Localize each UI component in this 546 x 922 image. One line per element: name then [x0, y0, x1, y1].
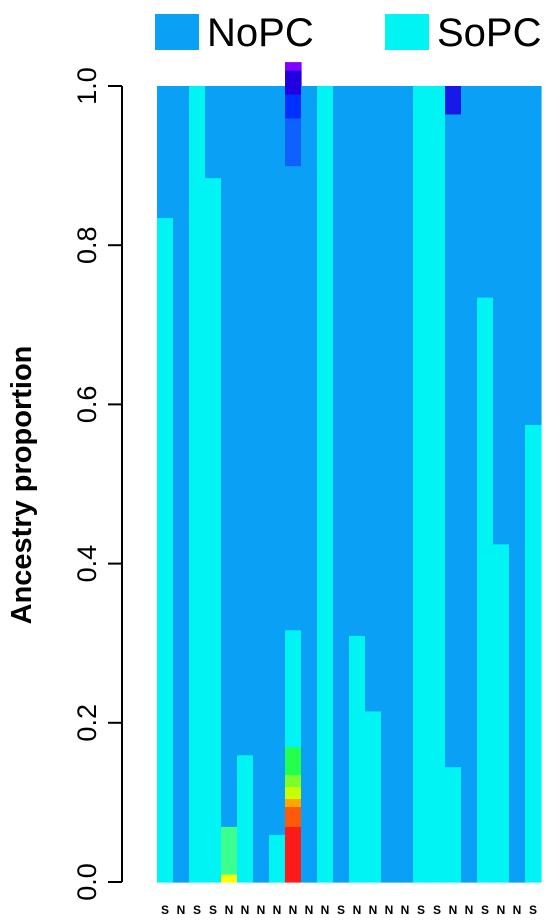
y-tick-label-0.6: 0.6 [72, 386, 102, 424]
x-label-7: N [257, 903, 266, 917]
x-label-24: S [529, 903, 537, 917]
bar-5-segment-3 [221, 86, 238, 827]
x-label-20: N [465, 903, 474, 917]
legend-swatch-nopc [155, 14, 199, 50]
x-label-12: S [337, 903, 345, 917]
legend-label-nopc: NoPC [207, 11, 314, 55]
x-label-11: N [321, 903, 330, 917]
x-label-4: S [209, 903, 217, 917]
bar-2-segment-1 [173, 86, 190, 883]
bar-9-segment-6 [285, 746, 302, 776]
bar-21-segment-2 [477, 86, 494, 298]
bar-19-segment-1 [445, 766, 462, 883]
x-label-15: N [385, 903, 394, 917]
bar-23-segment-1 [509, 86, 526, 883]
bar-8-segment-2 [269, 86, 286, 835]
legend-swatch-sopc [385, 14, 429, 50]
x-label-1: S [161, 903, 169, 917]
bar-16-segment-1 [397, 86, 414, 883]
bar-10-segment-1 [301, 86, 318, 883]
bar-22-segment-2 [493, 86, 510, 545]
bar-9-segment-10 [285, 93, 302, 119]
x-label-8: N [273, 903, 282, 917]
bar-6-segment-2 [237, 86, 254, 756]
y-axis: 0.0 0.2 0.4 0.6 0.8 1.0 [72, 67, 123, 901]
bar-1-segment-1 [157, 217, 174, 883]
bar-9-segment-1 [285, 826, 302, 883]
bar-24-segment-1 [525, 424, 542, 883]
bar-12-segment-1 [333, 86, 350, 883]
bar-13-segment-1 [349, 635, 366, 883]
x-label-23: N [513, 903, 522, 917]
bar-5-segment-2 [221, 826, 238, 875]
y-tick-label-0.8: 0.8 [72, 226, 102, 264]
bar-9-segment-3 [285, 798, 302, 807]
x-label-5: N [225, 903, 234, 917]
x-label-9: N [289, 903, 298, 917]
bar-9-segment-11 [285, 70, 302, 95]
bar-15-segment-1 [381, 86, 398, 883]
bar-6-segment-1 [237, 754, 254, 883]
bar-14-segment-1 [365, 710, 382, 883]
bar-9-segment-8 [285, 165, 302, 631]
bar-1-segment-2 [157, 86, 174, 218]
x-label-2: N [177, 903, 186, 917]
x-label-6: N [241, 903, 250, 917]
x-label-18: S [433, 903, 441, 917]
legend-label-sopc: SoPC [437, 11, 542, 55]
bar-9-segment-12 [285, 62, 302, 71]
x-label-21: S [481, 903, 489, 917]
bar-19-segment-2 [445, 113, 462, 768]
bar-3-segment-1 [189, 86, 206, 883]
bar-13-segment-2 [349, 86, 366, 636]
bar-9-segment-5 [285, 774, 302, 788]
bar-5-segment-1 [221, 874, 238, 883]
x-label-16: N [401, 903, 410, 917]
bar-19-segment-3 [445, 86, 462, 115]
bar-17-segment-1 [413, 86, 430, 883]
bar-9-segment-2 [285, 806, 302, 827]
x-label-13: N [353, 903, 362, 917]
x-label-19: N [449, 903, 458, 917]
x-label-22: N [497, 903, 506, 917]
bar-8-segment-1 [269, 834, 286, 883]
bar-14-segment-2 [365, 86, 382, 712]
y-tick-label-0.2: 0.2 [72, 704, 102, 742]
bar-7-segment-1 [253, 86, 270, 883]
y-tick-label-1.0: 1.0 [72, 67, 102, 105]
bar-9-segment-4 [285, 786, 302, 800]
x-label-10: N [305, 903, 314, 917]
x-label-14: N [369, 903, 378, 917]
x-label-17: S [417, 903, 425, 917]
bars-group [157, 62, 542, 883]
bar-21-segment-1 [477, 296, 494, 883]
bar-18-segment-1 [429, 86, 446, 883]
bar-9-segment-7 [285, 629, 302, 748]
bar-20-segment-1 [461, 86, 478, 883]
y-tick-label-0.0: 0.0 [72, 863, 102, 901]
x-label-3: S [193, 903, 201, 917]
y-axis-label: Ancestry proportion [6, 346, 38, 625]
bar-24-segment-2 [525, 86, 542, 425]
bar-4-segment-1 [205, 177, 222, 883]
legend: NoPC SoPC [155, 11, 542, 55]
bar-9-segment-9 [285, 117, 302, 167]
bar-11-segment-1 [317, 86, 334, 883]
y-tick-label-0.4: 0.4 [72, 545, 102, 583]
bar-22-segment-1 [493, 543, 510, 883]
bar-4-segment-2 [205, 86, 222, 179]
